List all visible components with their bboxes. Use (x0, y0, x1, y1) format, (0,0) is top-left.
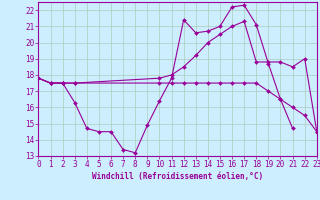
X-axis label: Windchill (Refroidissement éolien,°C): Windchill (Refroidissement éolien,°C) (92, 172, 263, 181)
